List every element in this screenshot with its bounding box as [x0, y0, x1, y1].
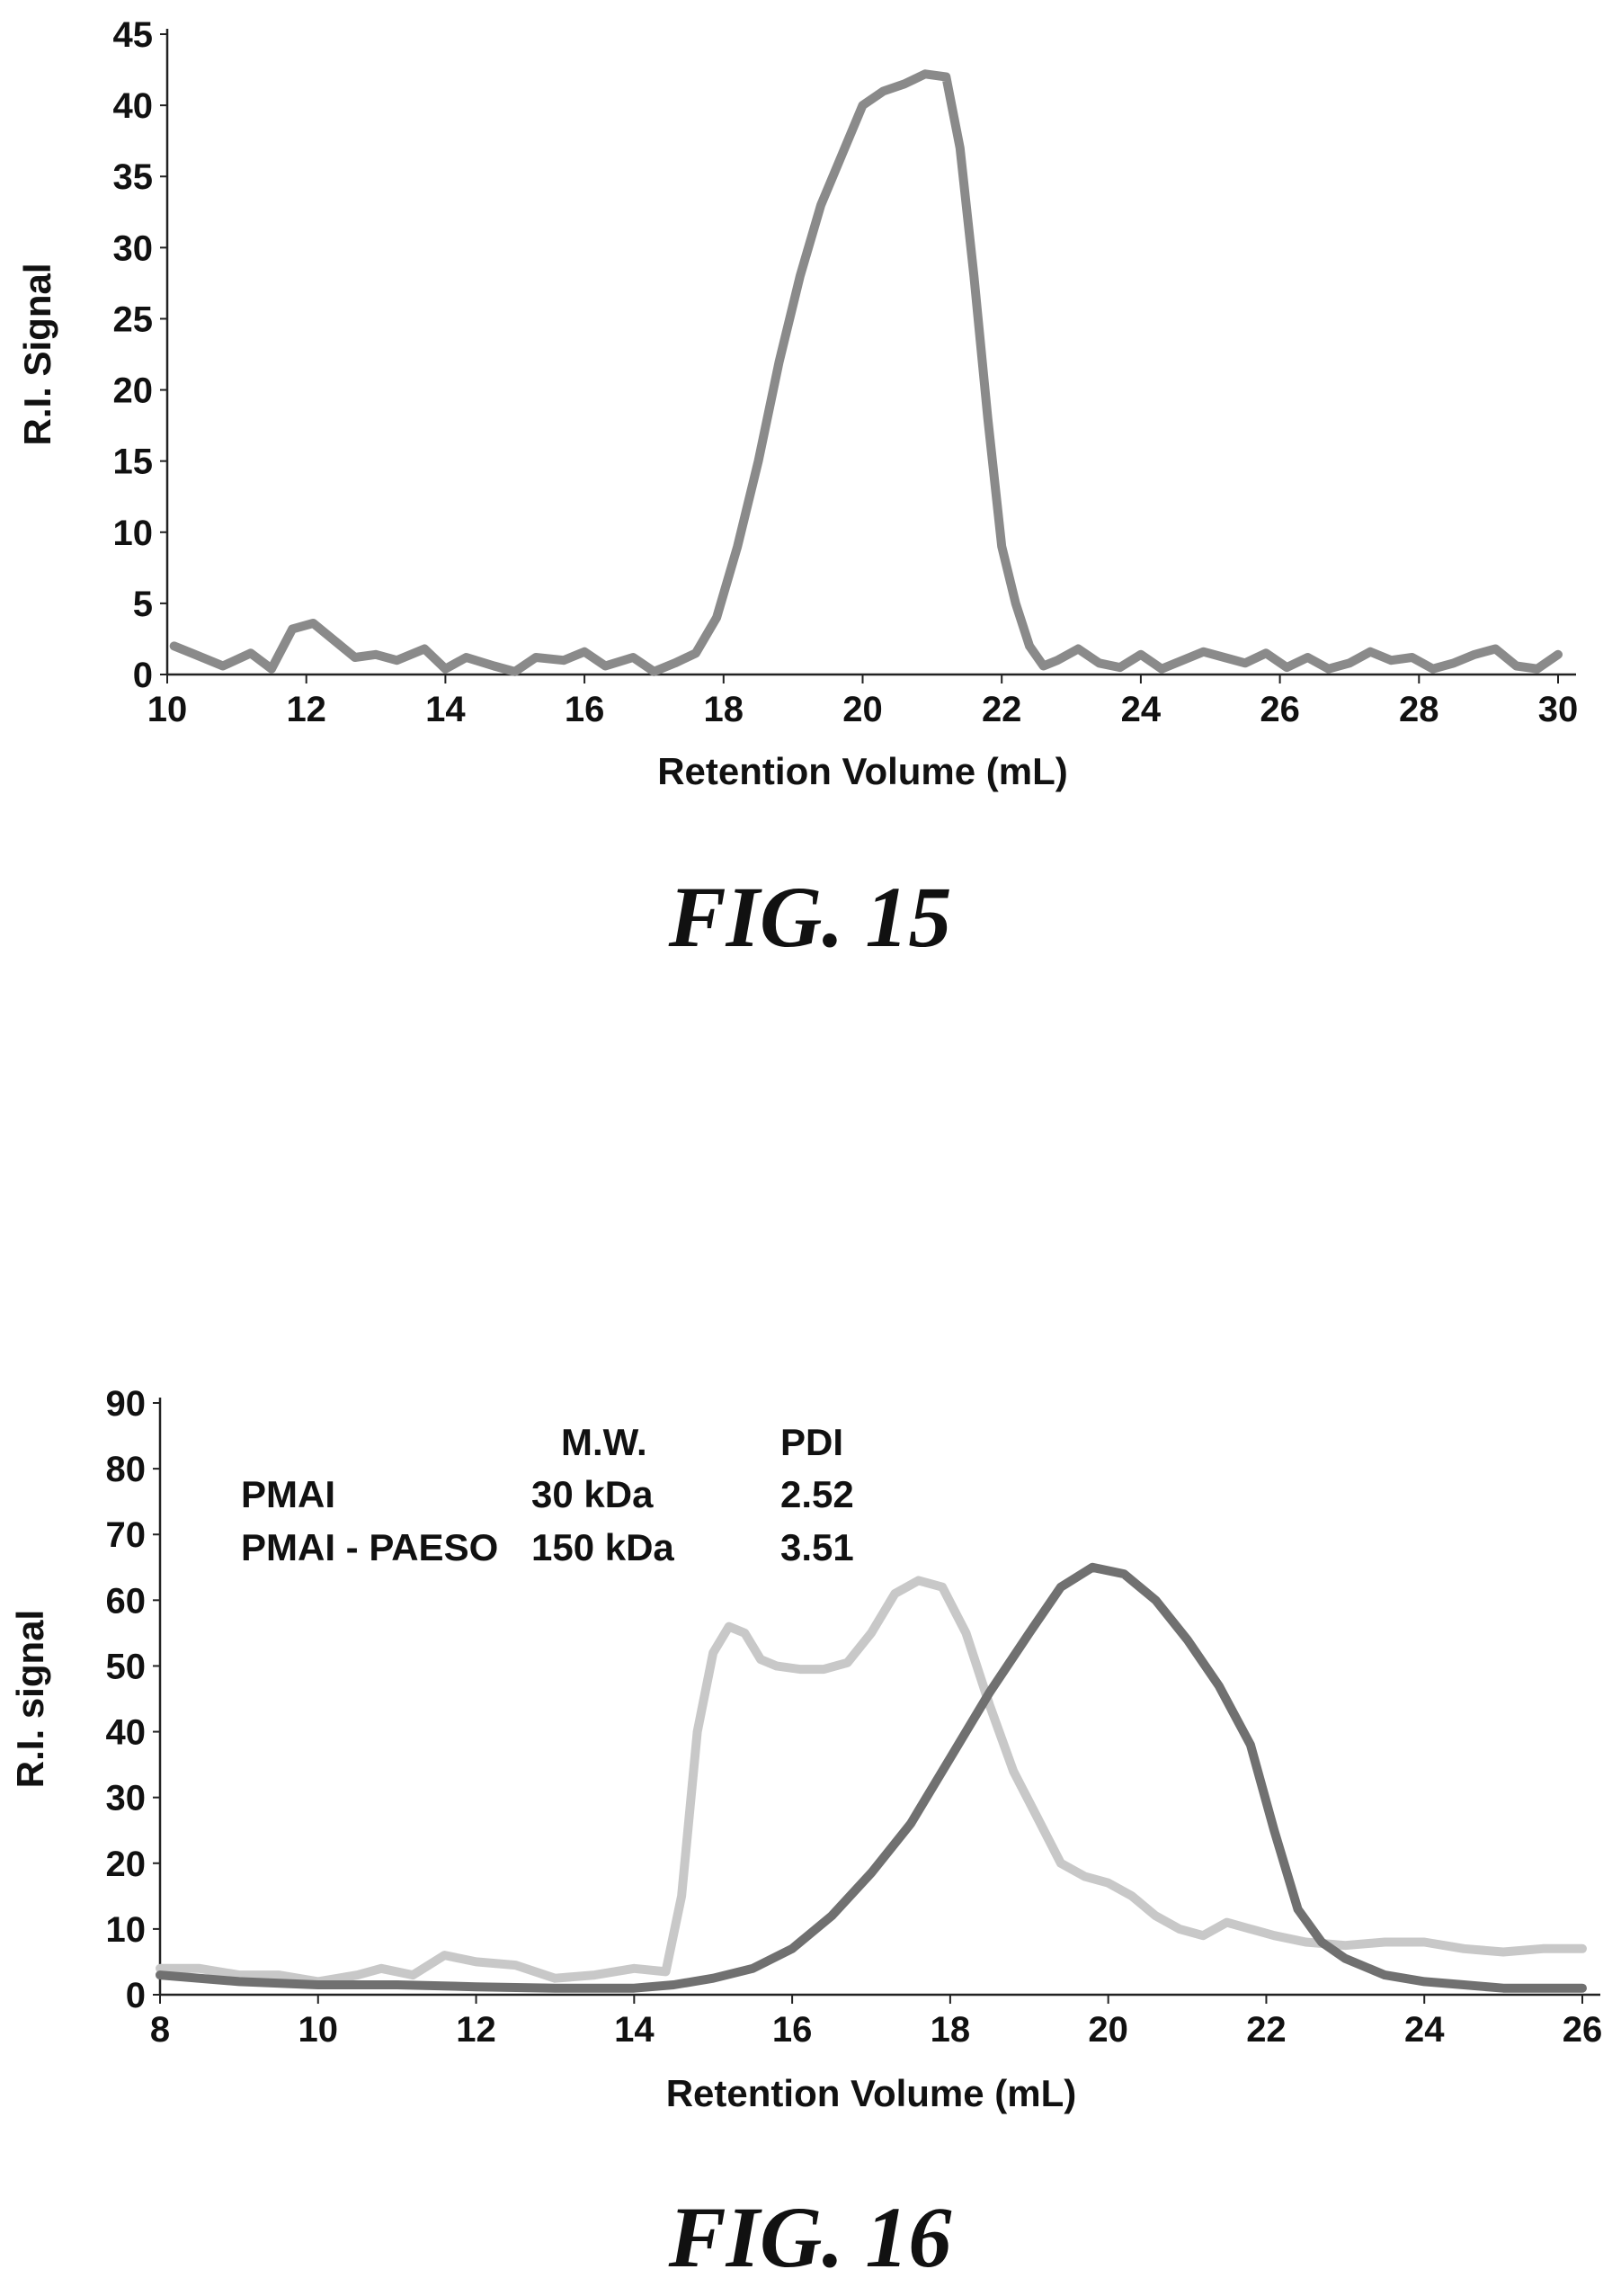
- fig15-y-tick-label: 5: [133, 585, 153, 624]
- fig15-y-tick-label: 30: [113, 228, 154, 268]
- fig15-x-tick-label: 20: [842, 690, 883, 729]
- fig16-x-tick-label: 8: [150, 2010, 170, 2050]
- fig15-y-tick-label: 35: [113, 157, 154, 197]
- fig16-caption: FIG. 16: [668, 2189, 952, 2285]
- fig16-y-tick-label: 60: [106, 1581, 147, 1621]
- legend-header-pdi: PDI: [780, 1421, 843, 1463]
- legend-row-pmai-paeso-pdi: 3.51: [780, 1526, 854, 1568]
- legend-row-pmai-paeso-mw: 150 kDa: [531, 1526, 674, 1568]
- legend-row-pmai-mw: 30 kDa: [531, 1473, 654, 1515]
- fig15-x-tick-label: 10: [147, 690, 188, 729]
- fig15-y-tick-label: 45: [113, 15, 154, 55]
- fig15-y-tick-label: 20: [113, 371, 154, 411]
- fig16-x-tick-label: 18: [931, 2010, 971, 2050]
- fig15-x-axis-label: Retention Volume (mL): [657, 750, 1068, 792]
- fig15-plot-area: 10 12 14 16 18 20 22 24 26 28 30 0 5 10 15 20 25 30 35 40 45…: [16, 15, 1578, 792]
- fig16-y-tick-label: 30: [106, 1779, 147, 1818]
- fig16-x-tick-label: 22: [1246, 2010, 1287, 2050]
- fig16-y-tick-label: 0: [126, 1976, 146, 2015]
- fig15-caption: FIG. 15: [668, 869, 952, 965]
- fig15-x-tick-label: 14: [425, 690, 466, 729]
- fig16-series-line-0: [156, 1576, 1587, 1987]
- fig15-x-tick-label: 18: [704, 690, 744, 729]
- fig15-y-tick-label: 10: [113, 514, 154, 553]
- legend-row-pmai-name: PMAI: [241, 1473, 335, 1515]
- figure-15-chart: 10 12 14 16 18 20 22 24 26 28 30 0 5 10 15 20 25 30 35 40 45…: [16, 15, 1578, 965]
- fig16-x-axis-label: Retention Volume (mL): [666, 2072, 1077, 2114]
- fig16-y-tick-label: 90: [106, 1384, 147, 1424]
- fig15-x-tick-label: 12: [286, 690, 326, 729]
- fig16-legend-table: M.W. PDI PMAI 30 kDa 2.52 PMAI - PAESO 1…: [241, 1421, 854, 1568]
- fig16-x-tick-label: 10: [298, 2010, 339, 2050]
- fig15-x-tick-label: 28: [1399, 690, 1439, 729]
- fig15-x-tick-label: 22: [982, 690, 1022, 729]
- fig16-x-tick-label: 24: [1404, 2010, 1445, 2050]
- legend-header-mw: M.W.: [561, 1421, 647, 1463]
- fig15-y-tick-label: 0: [133, 656, 153, 695]
- fig16-x-tick-label: 20: [1088, 2010, 1128, 2050]
- fig15-series-line-0: [169, 69, 1563, 676]
- fig16-y-tick-label: 70: [106, 1515, 147, 1555]
- legend-row-pmai-paeso-name: PMAI - PAESO: [241, 1526, 498, 1568]
- fig16-y-tick-label: 20: [106, 1845, 147, 1884]
- fig16-x-tick-label: 12: [456, 2010, 496, 2050]
- fig16-y-tick-label: 80: [106, 1450, 147, 1489]
- fig15-y-axis-label: R.I. Signal: [16, 263, 58, 445]
- fig15-x-tick-label: 24: [1121, 690, 1162, 729]
- fig15-y-tick-label: 25: [113, 299, 154, 339]
- fig16-x-tick-label: 26: [1563, 2010, 1603, 2050]
- fig15-y-tick-label: 15: [113, 442, 154, 482]
- fig16-y-axis-label: R.I. signal: [9, 1610, 51, 1788]
- fig16-plot-area: 8 10 12 14 16 18 20 22 24 26 0 10 20 30 40 50 60 70 80 90 Re…: [9, 1384, 1602, 2114]
- figure-16-chart: 8 10 12 14 16 18 20 22 24 26 0 10 20 30 40 50 60 70 80 90 Re…: [9, 1384, 1602, 2285]
- fig15-x-tick-label: 16: [565, 690, 605, 729]
- fig16-series-line-1: [156, 1562, 1587, 1993]
- fig16-y-tick-label: 10: [106, 1910, 147, 1950]
- legend-row-pmai-pdi: 2.52: [780, 1473, 854, 1515]
- fig15-x-tick-label: 30: [1538, 690, 1579, 729]
- fig16-y-tick-label: 40: [106, 1713, 147, 1753]
- fig16-y-tick-label: 50: [106, 1647, 147, 1686]
- fig16-x-tick-label: 14: [614, 2010, 655, 2050]
- fig15-y-tick-label: 40: [113, 86, 154, 126]
- fig15-x-tick-label: 26: [1260, 690, 1300, 729]
- fig16-x-tick-label: 16: [772, 2010, 813, 2050]
